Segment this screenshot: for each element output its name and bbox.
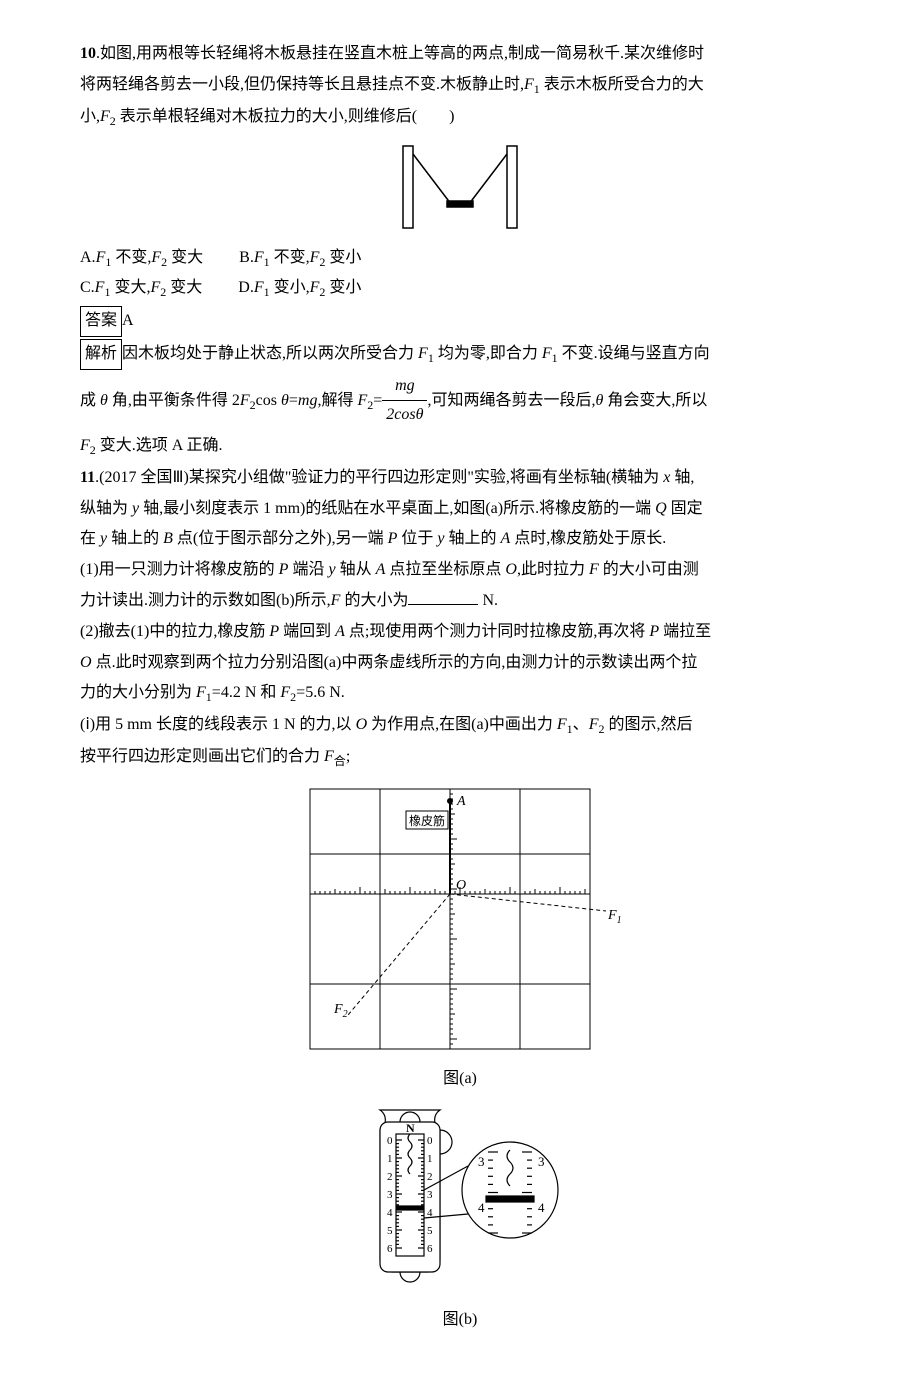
- answer-label: 答案: [80, 306, 122, 337]
- blank-input[interactable]: [408, 588, 478, 605]
- label-N: N: [406, 1121, 415, 1135]
- caption-a: 图(a): [80, 1065, 840, 1094]
- svg-text:0: 0: [427, 1135, 433, 1147]
- q11-part2-l1: (2)撤去(1)中的拉力,橡皮筋 P 端回到 A 点;现使用两个测力计同时拉橡皮…: [80, 618, 840, 647]
- q10-explain-l3: F2 变大.选项 A 正确.: [80, 432, 840, 462]
- zoom-4: 4: [478, 1200, 485, 1215]
- q11-part2-l3: 力的大小分别为 F1=4.2 N 和 F2=5.6 N.: [80, 679, 840, 709]
- q10-explain-l1: 解析因木板均处于静止状态,所以两次所受合力 F1 均为零,即合力 F1 不变.设…: [80, 339, 840, 370]
- label-A: A: [456, 794, 466, 809]
- svg-text:2: 2: [387, 1171, 393, 1183]
- svg-text:6: 6: [387, 1243, 393, 1255]
- caption-b: 图(b): [80, 1306, 840, 1335]
- q10-opt-b: B.F1 不变,F2 变小: [239, 244, 361, 274]
- q11-stem-l3: 在 y 轴上的 B 点(位于图示部分之外),另一端 P 位于 y 轴上的 A 点…: [80, 525, 840, 554]
- svg-text:1: 1: [427, 1153, 433, 1165]
- label-rubber: 橡皮筋: [409, 813, 445, 828]
- zoom-4r: 4: [538, 1200, 545, 1215]
- zoom-3r: 3: [538, 1154, 545, 1169]
- q11-stem-l1: 11.(2017 全国Ⅲ)某探究小组做"验证力的平行四边形定则"实验,将画有坐标…: [80, 464, 840, 493]
- q11-part1-l1: (1)用一只测力计将橡皮筋的 P 端沿 y 轴从 A 点拉至坐标原点 O,此时拉…: [80, 556, 840, 585]
- q11-part-i-l1: (ⅰ)用 5 mm 长度的线段表示 1 N 的力,以 O 为作用点,在图(a)中…: [80, 711, 840, 741]
- svg-text:3: 3: [387, 1189, 393, 1201]
- figure-a: A 橡皮筋 O F1 F2: [290, 779, 630, 1059]
- q10-stem-line2: 将两轻绳各剪去一小段,但仍保持等长且悬挂点不变.木板静止时,F1 表示木板所受合…: [80, 71, 840, 101]
- q10-number: 10: [80, 45, 96, 62]
- q10-answer: 答案A: [80, 306, 840, 337]
- q11-part1-l2: 力计读出.测力计的示数如图(b)所示,F 的大小为 N.: [80, 587, 840, 616]
- svg-text:0: 0: [387, 1135, 393, 1147]
- q11-part-i-l2: 按平行四边形定则画出它们的合力 F合;: [80, 743, 840, 773]
- label-F2: F2: [333, 1002, 348, 1020]
- svg-text:4: 4: [427, 1207, 433, 1219]
- label-F1: F1: [607, 908, 622, 926]
- svg-text:5: 5: [387, 1225, 393, 1237]
- svg-text:3: 3: [427, 1189, 433, 1201]
- zoom-3: 3: [478, 1154, 485, 1169]
- svg-text:1: 1: [387, 1153, 393, 1165]
- q10-stem-line3: 小,F2 表示单根轻绳对木板拉力的大小,则维修后( ): [80, 103, 840, 133]
- q10-opt-a: A.F1 不变,F2 变大: [80, 244, 203, 274]
- q11-number: 11: [80, 469, 95, 486]
- explain-label: 解析: [80, 339, 122, 370]
- q11-part2-l2: O 点.此时观察到两个拉力分别沿图(a)中两条虚线所示的方向,由测力计的示数读出…: [80, 649, 840, 678]
- q10-options: A.F1 不变,F2 变大 B.F1 不变,F2 变小: [80, 244, 840, 274]
- fraction: mg2cosθ: [382, 372, 427, 431]
- svg-text:4: 4: [387, 1207, 393, 1219]
- figure-b: N 0 0 1 1 2 2 3 3 4 4 5 5 6 6 3 3 4 4: [340, 1100, 580, 1300]
- svg-text:5: 5: [427, 1225, 433, 1237]
- q10-stem-line1: 10.如图,用两根等长轻绳将木板悬挂在竖直木桩上等高的两点,制成一简易秋千.某次…: [80, 40, 840, 69]
- q11-stem-l2: 纵轴为 y 轴,最小刻度表示 1 mm)的纸贴在水平桌面上,如图(a)所示.将橡…: [80, 495, 840, 524]
- label-O: O: [456, 878, 466, 893]
- q10-explain-l2: 成 θ 角,由平衡条件得 2F2cos θ=mg,解得 F2=mg2cosθ,可…: [80, 372, 840, 431]
- q10-opt-d: D.F1 变小,F2 变小: [238, 274, 361, 304]
- q10-opt-c: C.F1 变大,F2 变大: [80, 274, 202, 304]
- svg-text:6: 6: [427, 1243, 433, 1255]
- svg-text:2: 2: [427, 1171, 433, 1183]
- q10-options-2: C.F1 变大,F2 变大 D.F1 变小,F2 变小: [80, 274, 840, 304]
- swing-figure: [385, 138, 535, 238]
